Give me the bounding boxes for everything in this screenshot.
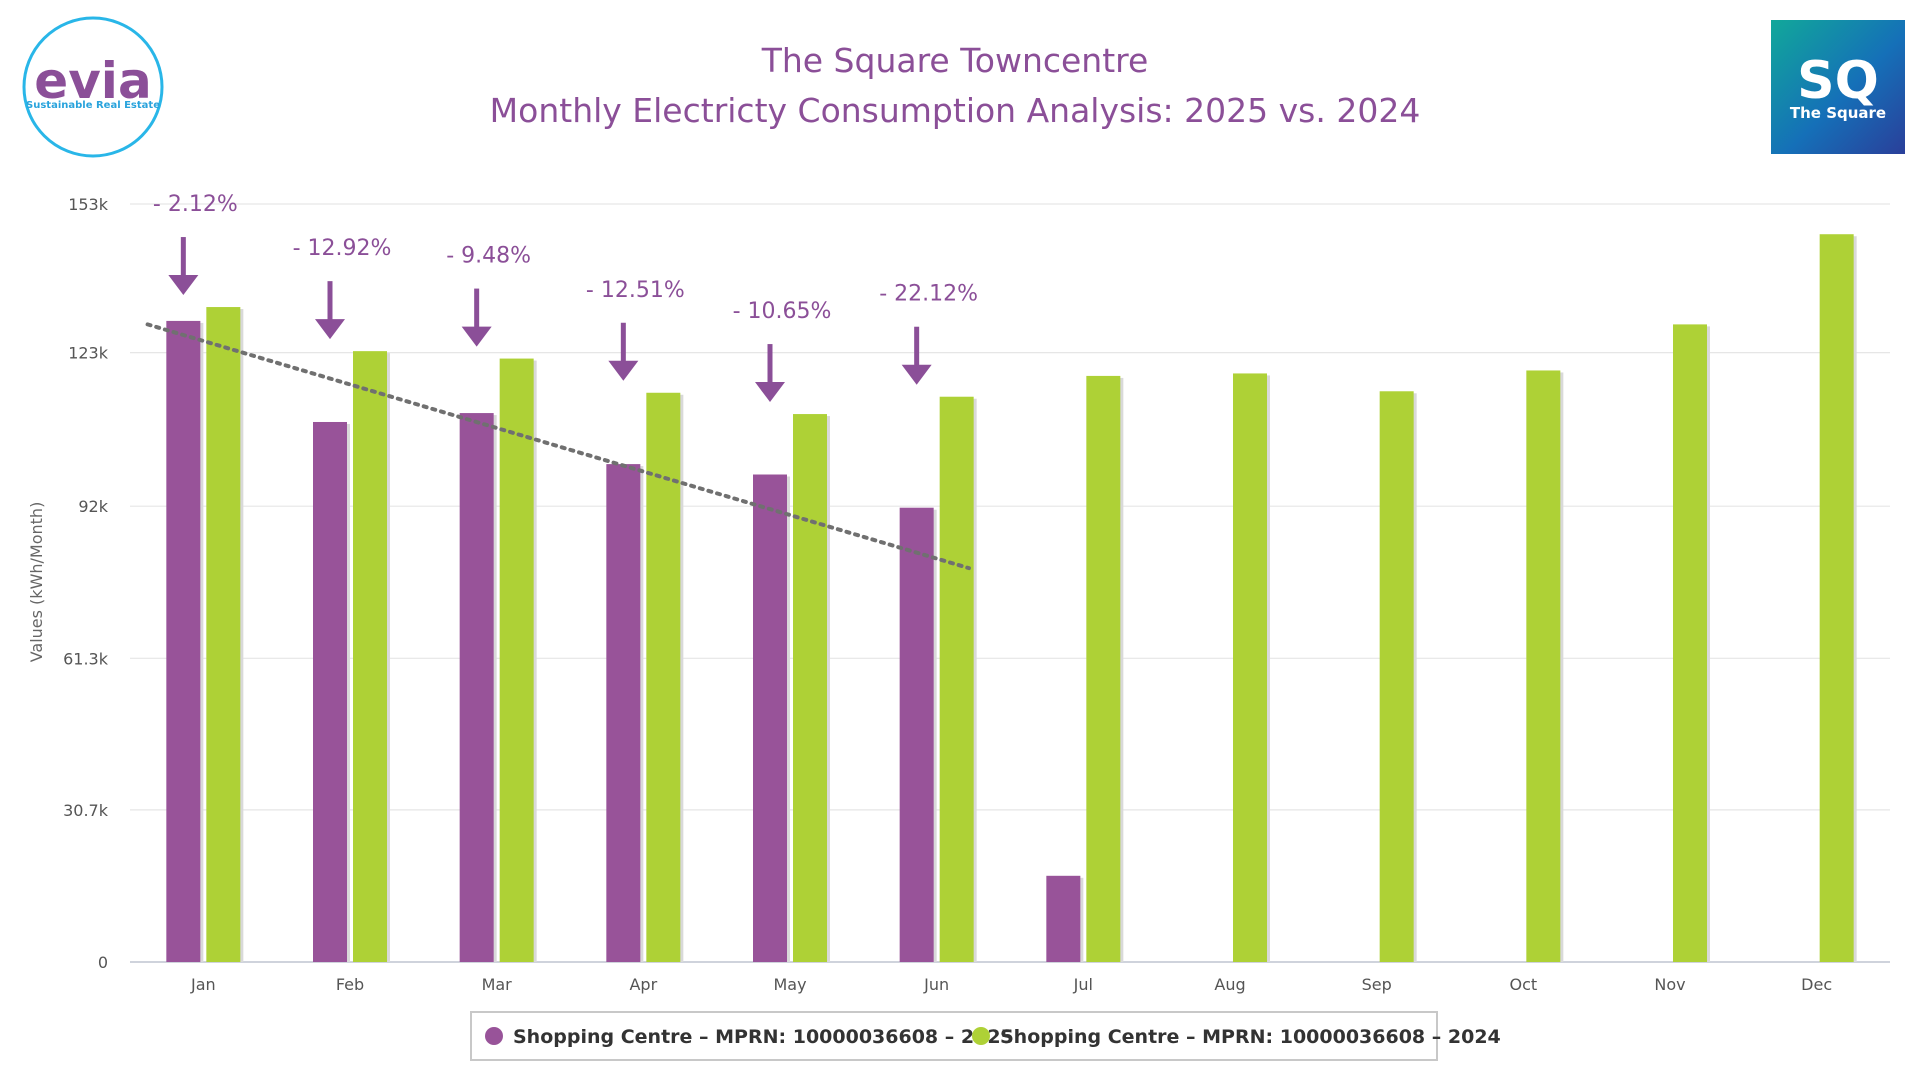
- legend-box: [470, 1011, 1438, 1061]
- x-tick-label: Nov: [1654, 975, 1685, 994]
- evia-logo-text: evia: [34, 52, 151, 110]
- legend-label-2025: Shopping Centre – MPRN: 10000036608 – 20…: [513, 1026, 1014, 1048]
- legend-label-2024: Shopping Centre – MPRN: 10000036608 – 20…: [1000, 1026, 1501, 1048]
- bar-2024-jan: [206, 307, 241, 963]
- evia-logo-ring-icon: [22, 16, 164, 158]
- bar-2024-may: [793, 414, 827, 962]
- legend-marker-2024: [972, 1027, 990, 1045]
- percent-change-label: - 12.51%: [586, 278, 685, 303]
- down-arrow-head-icon: [901, 364, 932, 385]
- x-tick-label: Oct: [1509, 975, 1537, 994]
- bar-2025-apr: [606, 464, 641, 962]
- the-square-logo-text: SQ: [1797, 51, 1879, 111]
- down-arrow-head-icon: [168, 275, 199, 296]
- bar-2024-jul: [1086, 375, 1121, 962]
- evia-logo-subtitle: Sustainable Real Estate: [26, 100, 160, 111]
- bar-2025-jun: [899, 507, 934, 962]
- bar-2024-jun: [939, 396, 974, 962]
- y-tick-label: 61.3k: [63, 649, 109, 668]
- percent-change-label: - 12.92%: [293, 236, 392, 261]
- bar-2024-apr: [646, 392, 681, 963]
- the-square-logo-background: [1771, 20, 1905, 154]
- the-square-logo: SQ The Square: [1771, 20, 1905, 154]
- bar-2024-dec: [1819, 234, 1854, 962]
- down-arrow-head-icon: [461, 326, 492, 347]
- evia-logo: evia Sustainable Real Estate: [22, 16, 164, 158]
- bars: [166, 234, 1857, 963]
- y-tick-label: 92k: [78, 497, 108, 516]
- the-square-logo-subtitle: The Square: [1790, 104, 1886, 122]
- x-axis-ticks: Jan Feb Mar Apr May Jun Jul Aug Sep Oct Nov Dec: [190, 975, 1832, 994]
- y-axis-ticks: 0 30.7k 61.3k 92k 123k 153k: [63, 195, 109, 972]
- down-arrow-head-icon: [608, 360, 639, 381]
- bar-2024-nov: [1673, 324, 1707, 962]
- percent-change-label: - 2.12%: [153, 192, 238, 217]
- legend-marker-2025: [485, 1027, 503, 1045]
- bar-2024-feb: [353, 351, 387, 962]
- x-tick-label: Sep: [1362, 975, 1392, 994]
- x-tick-label: Mar: [482, 975, 513, 994]
- trendline: [145, 322, 971, 571]
- x-tick-label: Jul: [1073, 975, 1093, 994]
- x-tick-label: May: [773, 975, 806, 994]
- legend: Shopping Centre – MPRN: 10000036608 – 20…: [470, 1011, 1501, 1061]
- chart-title-line-1: The Square Towncentre: [761, 41, 1149, 80]
- x-tick-label: Feb: [336, 975, 364, 994]
- down-arrow-head-icon: [755, 382, 785, 403]
- trendline-dotted: [145, 322, 971, 571]
- x-tick-label: Aug: [1214, 975, 1245, 994]
- y-tick-label: 153k: [68, 195, 109, 214]
- y-axis-title: Values (kWh/Month): [27, 502, 46, 663]
- percent-change-label: - 10.65%: [733, 299, 832, 324]
- y-tick-label: 0: [98, 953, 108, 972]
- bar-2024-sep: [1379, 391, 1414, 962]
- percent-change-label: - 22.12%: [879, 282, 978, 307]
- bar-2025-feb: [313, 421, 347, 962]
- bar-2024-mar: [499, 358, 534, 963]
- y-tick-label: 30.7k: [63, 801, 109, 820]
- bar-2024-aug: [1233, 373, 1267, 962]
- x-tick-label: Jan: [190, 975, 216, 994]
- bar-2024-oct: [1526, 370, 1561, 962]
- down-arrow-head-icon: [315, 319, 345, 340]
- bar-2025-mar: [459, 413, 494, 962]
- x-tick-label: Dec: [1801, 975, 1832, 994]
- x-tick-label: Apr: [629, 975, 657, 994]
- bar-2025-jul: [1046, 875, 1081, 962]
- y-tick-label: 123k: [68, 344, 109, 363]
- x-tick-label: Jun: [923, 975, 949, 994]
- annotations: - 2.12% - 12.92% - 9.48% - 12.51% - 10.65% - …: [153, 192, 978, 403]
- percent-change-label: - 9.48%: [446, 244, 531, 269]
- chart-title-line-2: Monthly Electricty Consumption Analysis:…: [490, 91, 1421, 130]
- bar-2025-jan: [166, 320, 201, 962]
- bar-2025-may: [753, 474, 787, 962]
- gridlines: [130, 203, 1890, 963]
